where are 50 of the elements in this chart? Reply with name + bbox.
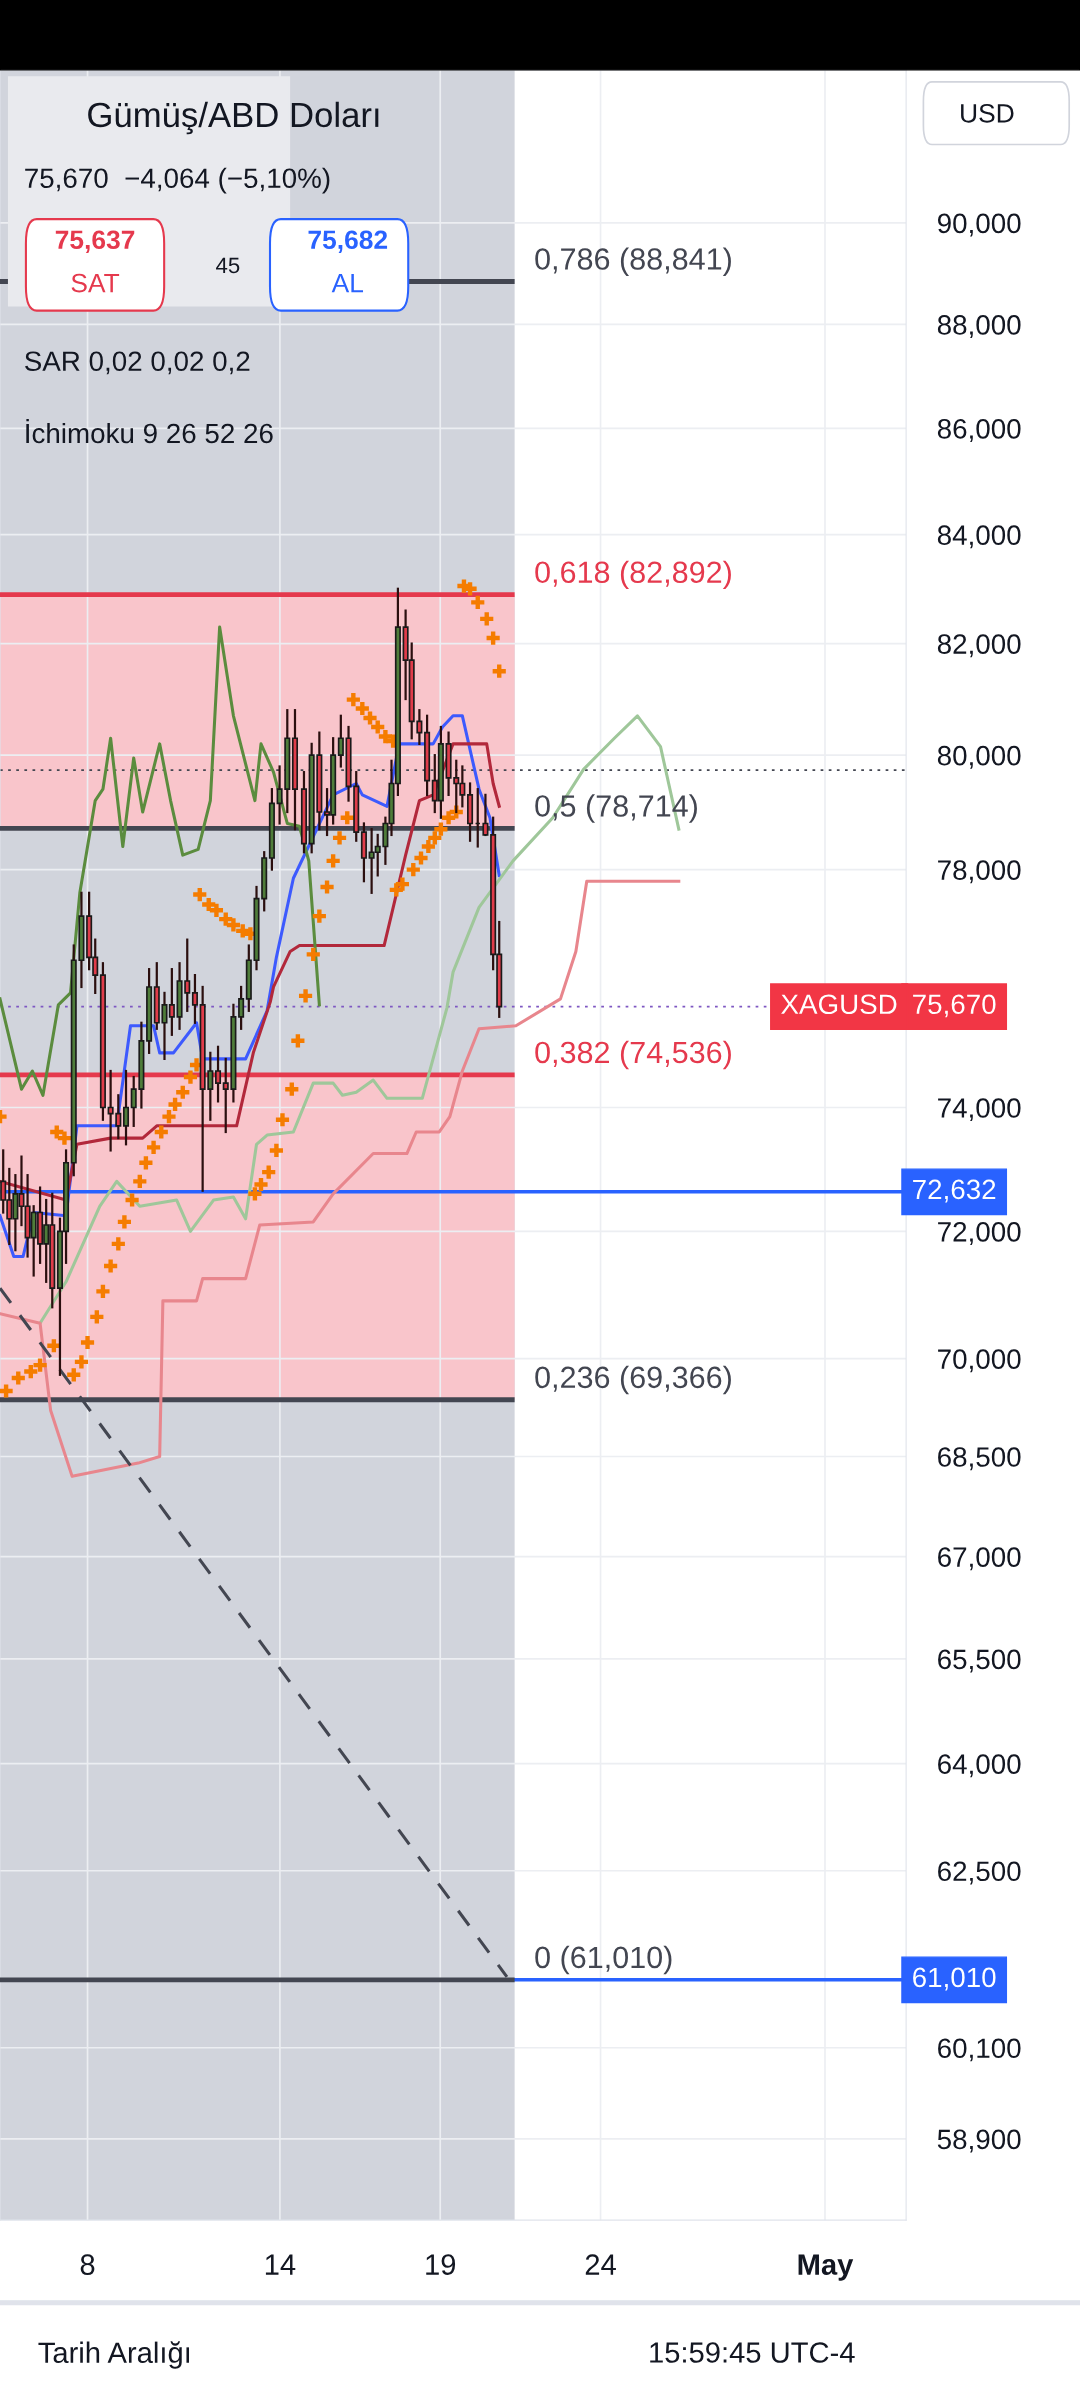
- annotation: 75,637: [55, 230, 135, 253]
- y-tick-label: 64,000: [938, 1754, 1021, 1778]
- ref-line-label: 0 (61,010): [535, 1945, 672, 1975]
- y-tick-label: 88,000: [937, 315, 1021, 339]
- ref-line-label: 61,010: [913, 1967, 996, 1991]
- annotation: 75,682: [308, 230, 388, 253]
- ref-line-label: 0,618 (82,892): [535, 560, 731, 590]
- y-tick-label: 72,000: [938, 1221, 1021, 1245]
- ref-line-label: 0,236 (69,366): [535, 1365, 731, 1395]
- candlestick: [238, 985, 245, 1030]
- ref-line-label: 0,5 (78,714): [535, 794, 697, 823]
- x-tick-label: 14: [265, 2254, 296, 2275]
- x-tick-label: 24: [585, 2254, 616, 2275]
- annotation: SAR 0,02 0,02 0,2: [25, 351, 250, 375]
- y-tick-label: 60,100: [938, 2038, 1021, 2062]
- y-tick-label: 70,000: [938, 1349, 1021, 1373]
- y-tick-label: 82,000: [937, 634, 1021, 658]
- candlestick: [482, 793, 489, 837]
- annotation: İchimoku 9 26 52 26: [26, 419, 273, 444]
- ref-line-label: 0,382 (74,536): [535, 1040, 731, 1070]
- text: Gümüş/ABD Doları: [88, 101, 379, 135]
- annotation: 75,670 −4,064 (−5,10%): [25, 167, 330, 194]
- y-tick-label: 78,000: [938, 860, 1021, 884]
- annotation: 45: [216, 257, 240, 274]
- y-tick-label: 62,500: [938, 1861, 1021, 1885]
- ref-line-label: 0,786 (88,841): [535, 247, 731, 276]
- line-series: [0, 625, 321, 1097]
- y-tick-label: 80,000: [937, 745, 1021, 769]
- ref-line-label: 72,632: [913, 1179, 996, 1203]
- x-tick-label: May: [798, 2254, 854, 2281]
- y-tick-label: 74,000: [938, 1098, 1021, 1122]
- y-tick-label: 67,000: [938, 1547, 1021, 1571]
- candlestick: [337, 714, 344, 768]
- ref-line-label: 75,670: [913, 994, 996, 1018]
- y-tick-label: 65,500: [938, 1649, 1021, 1673]
- y-tick-label: 68,500: [938, 1447, 1021, 1471]
- x-tick-label: 8: [80, 2254, 95, 2275]
- y-tick-label: 58,900: [937, 2129, 1021, 2153]
- annotation: AL: [331, 274, 364, 293]
- x-tick-label: 19: [426, 2254, 456, 2275]
- text: USD: [961, 103, 1014, 123]
- y-tick-label: 86,000: [937, 419, 1021, 442]
- annotation: SAT: [71, 273, 120, 293]
- annotation: XAGUSD: [781, 994, 897, 1015]
- text: Tarih Aralığı: [38, 2341, 190, 2369]
- y-tick-label: 84,000: [937, 525, 1021, 549]
- text: 15:59:45 UTC-4: [650, 2342, 855, 2363]
- candlestick: [191, 973, 198, 1024]
- candlestick: [122, 1069, 130, 1146]
- y-tick-label: 90,000: [937, 213, 1021, 237]
